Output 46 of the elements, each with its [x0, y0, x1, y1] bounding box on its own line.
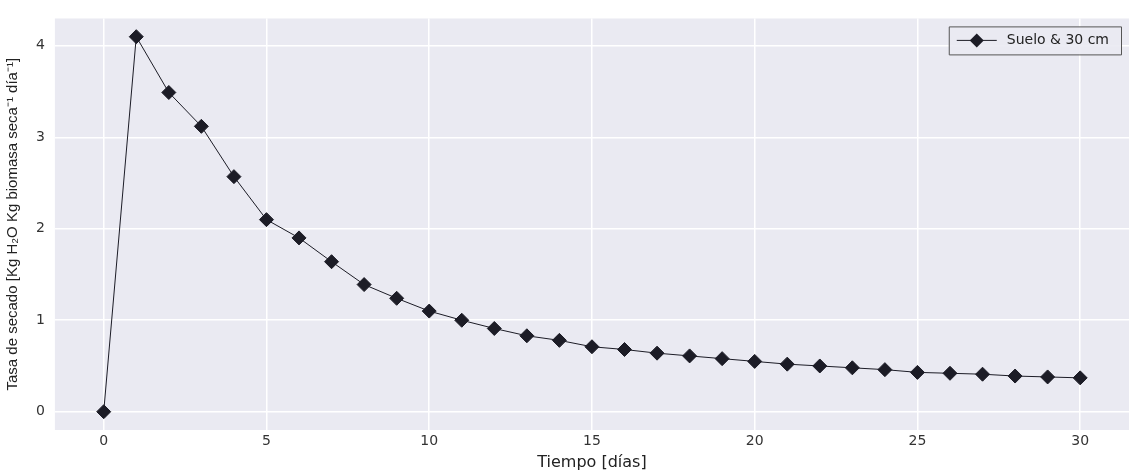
point	[779, 356, 795, 372]
y-tick-label: 2	[35, 219, 45, 236]
y-tick-label: 4	[35, 36, 45, 53]
point	[617, 342, 632, 358]
legend-label: Suelo & 30 cm	[1006, 31, 1109, 48]
point	[258, 212, 274, 228]
point	[649, 345, 665, 361]
point	[519, 328, 535, 344]
x-tick-label: 25	[908, 432, 927, 449]
point	[812, 358, 828, 374]
point	[1040, 369, 1056, 385]
x-tick-label: 15	[583, 432, 601, 449]
y-tick-label: 0	[35, 402, 45, 419]
point	[291, 230, 307, 246]
y-tick-label: 1	[35, 310, 45, 327]
point	[584, 339, 600, 355]
point	[161, 84, 177, 100]
point	[1072, 370, 1088, 386]
point	[356, 277, 372, 293]
x-tick-label: 20	[745, 432, 764, 449]
point	[747, 353, 763, 369]
point	[96, 404, 112, 420]
x-tick-label: 30	[1071, 432, 1090, 449]
point	[714, 351, 730, 367]
x-tick-label: 10	[420, 432, 439, 449]
point	[324, 254, 340, 270]
point	[421, 303, 437, 319]
y-axis-title: Tasa de secado [Kg H₂O Kg biomasa seca⁻¹ día⁻¹]	[3, 57, 21, 391]
x-tick-label: 0	[99, 432, 109, 449]
point	[975, 366, 991, 382]
point	[1007, 368, 1023, 384]
point	[877, 362, 893, 378]
point	[844, 360, 860, 376]
point	[454, 312, 470, 328]
point	[226, 169, 242, 185]
y-tick-label: 3	[35, 127, 45, 144]
x-tick-label: 5	[262, 432, 271, 449]
point	[128, 29, 144, 45]
point	[551, 332, 567, 348]
point	[486, 320, 502, 336]
point	[942, 365, 958, 381]
point	[389, 290, 405, 306]
point	[682, 348, 698, 364]
x-axis-title: Tiempo [días]	[536, 451, 647, 471]
point	[909, 364, 925, 380]
point	[193, 118, 209, 134]
